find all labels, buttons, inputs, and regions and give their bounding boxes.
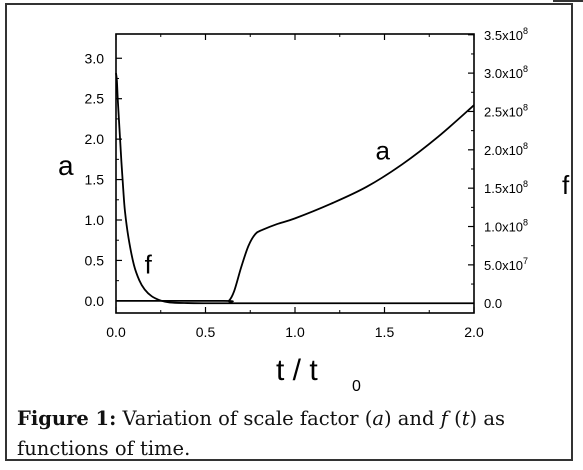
x-tick-label: 0.0	[106, 324, 126, 340]
y-left-axis-label: a	[58, 150, 74, 181]
caption-var-t: t	[461, 407, 470, 430]
y-right-tick-label: 3.0x108	[484, 64, 528, 81]
series-lines	[115, 73, 475, 305]
x-tick-labels: 0.0 0.5 1.0 1.5 2.0	[106, 324, 484, 340]
x-axis-label: t / t	[276, 354, 318, 387]
y-left-tick-label: 3.0	[85, 50, 105, 66]
y-right-tick-label: 3.5x108	[484, 26, 528, 43]
curve-label-f: f	[145, 249, 153, 279]
x-tick-label: 2.0	[464, 324, 484, 340]
caption-var-a: a	[372, 407, 384, 430]
curve-label-a: a	[376, 135, 391, 165]
y-right-axis-label: f	[562, 170, 570, 200]
y-right-tick-exponent: 8	[523, 141, 528, 151]
x-tick-label: 0.5	[196, 324, 216, 340]
y-right-tick-label: 5.0x107	[484, 256, 528, 273]
y-right-tick-label: 0.0	[484, 296, 502, 311]
y-right-tick-exponent: 8	[523, 64, 528, 74]
y-right-tick-exponent: 8	[523, 179, 528, 189]
x-tick-label: 1.0	[285, 324, 305, 340]
y-right-tick-exponent: 7	[523, 256, 528, 266]
caption-var-f: f	[440, 407, 448, 430]
caption-text-3: (	[447, 407, 462, 430]
y-left-tick-label: 1.0	[85, 212, 105, 228]
caption-text-4: ) as functions of time.	[17, 407, 505, 460]
y-right-tick-exponent: 8	[523, 218, 528, 228]
frame-corner-line	[553, 0, 583, 2]
y-right-tick-label: 1.0x108	[484, 218, 528, 235]
series-f-line	[115, 73, 474, 305]
y-left-tick-label: 0.0	[85, 293, 105, 309]
y-left-tick-label: 1.5	[85, 172, 105, 188]
figure-frame	[5, 3, 573, 461]
y-left-tick-label: 2.5	[85, 91, 105, 107]
caption-text-2: ) and	[383, 407, 441, 430]
y-right-tick-label: 1.5x108	[484, 179, 528, 196]
x-tick-label: 1.5	[375, 324, 395, 340]
curve-annotations: af	[145, 135, 391, 279]
series-a-line	[116, 104, 475, 303]
y-right-tick-label: 2.0x108	[484, 141, 528, 158]
figure-caption: Figure 1: Variation of scale factor (a) …	[17, 404, 567, 464]
y-left-tick-label: 2.0	[85, 131, 105, 147]
tick-marks	[115, 34, 475, 313]
y-right-tick-labels: 0.0 5.0x107 1.0x108 1.5x108 2.0x108 2.5x108 3.…	[484, 26, 528, 311]
y-right-tick-label: 2.5x108	[484, 102, 528, 119]
caption-text-1: Variation of scale factor (	[116, 407, 373, 430]
x-axis-label-subscript: 0	[352, 378, 361, 395]
y-left-tick-labels: 0.0 0.5 1.0 1.5 2.0 2.5 3.0	[85, 50, 105, 309]
y-left-tick-label: 0.5	[85, 252, 105, 268]
y-right-tick-exponent: 8	[523, 102, 528, 112]
plot-area	[115, 33, 475, 314]
caption-label: Figure 1:	[17, 407, 117, 430]
y-right-tick-exponent: 8	[523, 26, 528, 36]
